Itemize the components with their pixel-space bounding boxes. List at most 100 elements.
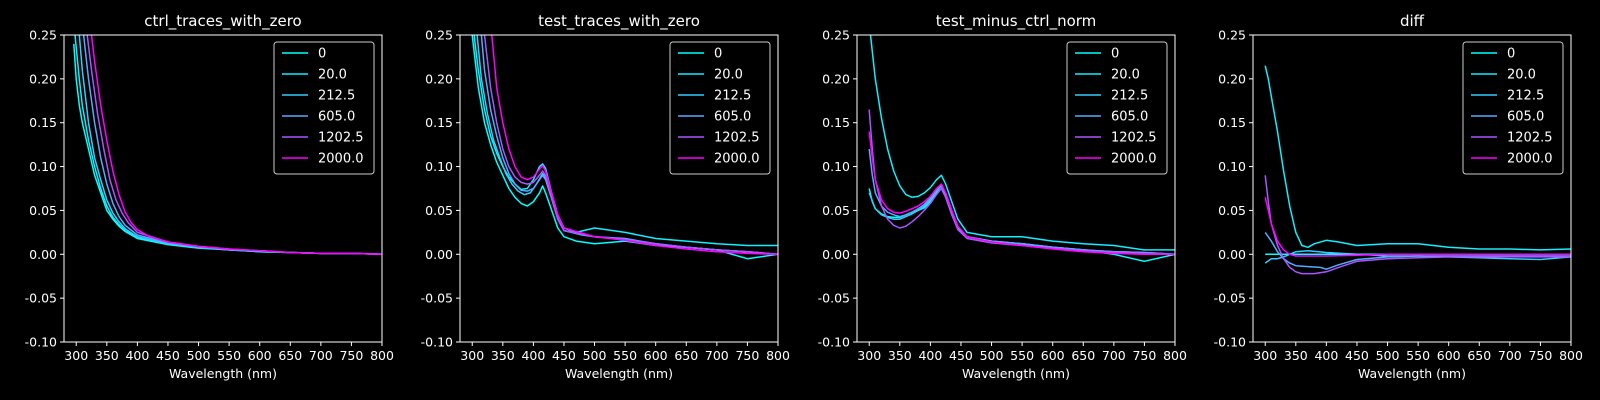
series-line-2: [1264, 65, 1571, 251]
series-line-5: [1264, 175, 1571, 275]
x-tick-label: 350: [1284, 348, 1308, 363]
y-tick-label: 0.00: [1218, 247, 1246, 262]
x-tick-label: 700: [705, 348, 729, 363]
series-group: [1264, 65, 1571, 275]
axes-frame: [856, 34, 1176, 343]
legend-entry-2: 20.0: [1111, 68, 1140, 83]
legend-entry-3: 212.5: [1111, 89, 1148, 104]
x-tick-label: 650: [278, 348, 302, 363]
legend-box: [273, 41, 375, 175]
y-tick-label: 0.25: [1218, 28, 1246, 43]
legend-box: [1462, 41, 1564, 175]
chart-title: test_minus_ctrl_norm: [936, 12, 1097, 31]
chart-title: test_traces_with_zero: [538, 12, 700, 31]
x-tick-label: 450: [156, 348, 180, 363]
legend-entry-2: 20.0: [714, 68, 743, 83]
y-tick-label: 0.05: [822, 203, 850, 218]
y-tick-label: 0.10: [1218, 159, 1246, 174]
x-tick-label: 350: [95, 348, 119, 363]
series-group: [73, 35, 382, 256]
y-tick-label: 0.10: [29, 159, 57, 174]
x-tick-label: 450: [1345, 348, 1369, 363]
series-line-2: [473, 35, 778, 247]
legend-entry-4: 605.0: [714, 110, 751, 125]
legend-entry-4: 605.0: [1111, 110, 1148, 125]
x-axis-label: Wavelength (nm): [962, 366, 1070, 381]
x-tick-label: 800: [1559, 348, 1583, 363]
y-tick-label: -0.05: [1214, 291, 1246, 306]
y-tick-label: 0.05: [1218, 203, 1246, 218]
x-tick-label: 300: [1253, 348, 1277, 363]
x-tick-label: 750: [1528, 348, 1552, 363]
series-line-4: [868, 148, 1175, 256]
y-tick-label: 0.15: [29, 115, 57, 130]
series-line-6: [90, 35, 382, 256]
legend: 0 20.0 212.5 605.0 1202.5 2000.0: [669, 41, 771, 175]
x-tick-label: 650: [674, 348, 698, 363]
legend-entry-6: 2000.0: [714, 152, 760, 167]
legend-entry-4: 605.0: [318, 110, 355, 125]
chart-panel-3: 300 350 400 450 500 550 600 650 700 750 800 -0.10 -0…: [818, 12, 1187, 381]
x-tick-label: 300: [64, 348, 88, 363]
x-axis-label: Wavelength (nm): [1358, 366, 1466, 381]
y-tick-label: -0.10: [25, 335, 57, 350]
legend: 0 20.0 212.5 605.0 1202.5 2000.0: [1462, 41, 1564, 175]
legend-entry-2: 20.0: [318, 68, 347, 83]
y-tick-label: 0.15: [822, 115, 850, 130]
x-tick-label: 400: [918, 348, 942, 363]
x-tick-label: 800: [370, 348, 394, 363]
legend: 0 20.0 212.5 605.0 1202.5 2000.0: [1066, 41, 1168, 175]
series-line-3: [1264, 250, 1571, 264]
series-line-1: [868, 187, 1175, 263]
x-tick-label: 500: [980, 348, 1004, 363]
x-tick-label: 650: [1071, 348, 1095, 363]
x-tick-label: 450: [949, 348, 973, 363]
legend-entry-4: 605.0: [1507, 110, 1544, 125]
x-tick-label: 700: [309, 348, 333, 363]
x-tick-label: 350: [888, 348, 912, 363]
series-line-2: [869, 35, 1175, 251]
series-line-6: [491, 35, 778, 256]
x-tick-label: 350: [491, 348, 515, 363]
y-tick-label: 0.25: [425, 28, 453, 43]
legend-entry-5: 1202.5: [1507, 131, 1553, 146]
legend-entry-6: 2000.0: [318, 152, 364, 167]
legend-entry-6: 2000.0: [1507, 152, 1553, 167]
series-group: [868, 35, 1175, 263]
series-line-5: [868, 109, 1175, 256]
x-tick-label: 600: [1437, 348, 1461, 363]
x-tick-label: 500: [1376, 348, 1400, 363]
x-axis-label: Wavelength (nm): [565, 366, 673, 381]
x-tick-label: 650: [1467, 348, 1491, 363]
x-tick-label: 550: [1406, 348, 1430, 363]
y-tick-label: 0.20: [1218, 71, 1246, 86]
axes-frame: [459, 34, 779, 343]
y-tick-label: 0.15: [1218, 115, 1246, 130]
y-tick-label: 0.20: [425, 71, 453, 86]
y-tick-label: -0.10: [1214, 335, 1246, 350]
y-tick-label: -0.05: [421, 291, 453, 306]
y-tick-label: 0.20: [29, 71, 57, 86]
chart-title: ctrl_traces_with_zero: [144, 12, 301, 31]
y-tick-label: 0.00: [822, 247, 850, 262]
legend-box: [1066, 41, 1168, 175]
legend-entry-3: 212.5: [318, 89, 355, 104]
x-tick-label: 700: [1102, 348, 1126, 363]
x-axis-label: Wavelength (nm): [169, 366, 277, 381]
y-tick-label: 0.15: [425, 115, 453, 130]
axes-frame: [1252, 34, 1572, 343]
series-line-5: [483, 35, 778, 256]
legend-entry-5: 1202.5: [1111, 131, 1157, 146]
x-tick-label: 700: [1498, 348, 1522, 363]
legend-box: [669, 41, 771, 175]
legend-entry-1: 0: [714, 47, 722, 62]
x-tick-label: 800: [1163, 348, 1187, 363]
y-tick-label: 0.00: [425, 247, 453, 262]
legend-entry-2: 20.0: [1507, 68, 1536, 83]
x-tick-label: 750: [735, 348, 759, 363]
axes-frame: [63, 34, 383, 343]
x-tick-label: 750: [339, 348, 363, 363]
y-tick-label: -0.10: [818, 335, 850, 350]
chart-panel-2: 300 350 400 450 500 550 600 650 700 750 800 -0.10 -0…: [421, 12, 790, 381]
